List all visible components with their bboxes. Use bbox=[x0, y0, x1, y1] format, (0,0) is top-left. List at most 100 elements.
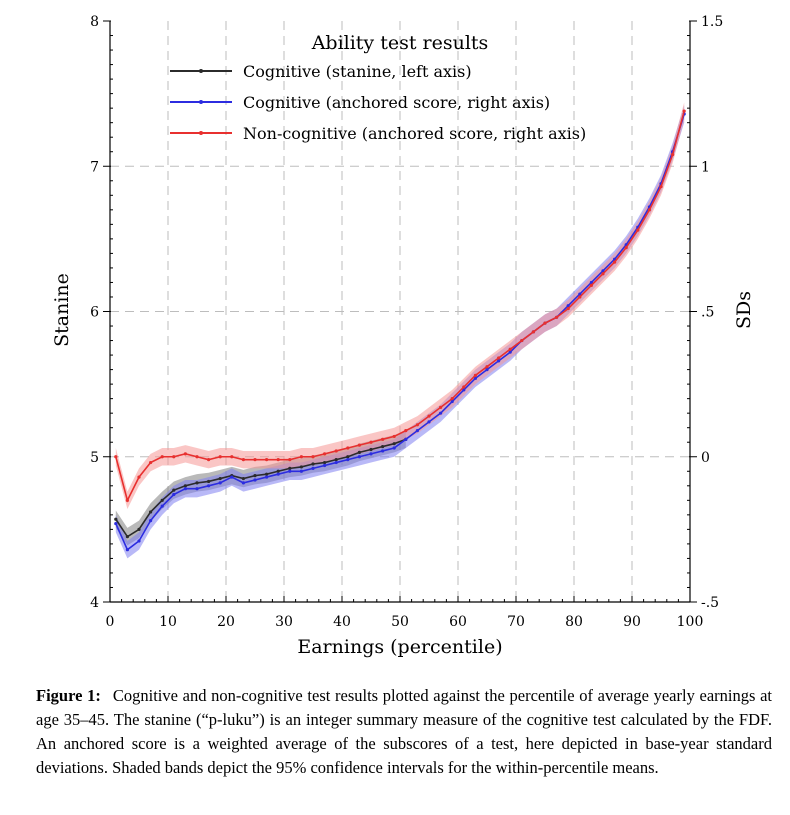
data-point bbox=[415, 423, 419, 427]
data-point bbox=[381, 437, 385, 441]
data-point bbox=[218, 476, 222, 481]
data-point bbox=[195, 455, 199, 459]
data-point bbox=[357, 443, 361, 447]
series-lines bbox=[114, 109, 686, 552]
legend-marker-1 bbox=[199, 100, 203, 104]
series-line-0 bbox=[115, 438, 407, 538]
legend-label-2: Non-cognitive (anchored score, right axi… bbox=[243, 124, 586, 143]
earnings-ability-chart: 0 10 20 30 40 50 60 70 80 90 100 4 5 6 7 8 -.5 0 .5 1 1.5 Ea… bbox=[51, 14, 755, 658]
data-point bbox=[299, 465, 303, 469]
data-point bbox=[601, 269, 605, 273]
legend-marker-2 bbox=[199, 131, 203, 135]
legend-label-0: Cognitive (stanine, left axis) bbox=[243, 62, 472, 81]
data-point bbox=[682, 109, 686, 113]
data-point bbox=[497, 359, 501, 363]
y-tick-label: 5 bbox=[90, 450, 99, 466]
x-tick-label: 90 bbox=[623, 614, 641, 630]
data-point bbox=[566, 306, 570, 311]
data-point bbox=[613, 260, 617, 264]
data-point bbox=[392, 446, 396, 450]
data-point bbox=[172, 455, 176, 459]
data-point bbox=[485, 365, 489, 369]
data-point bbox=[207, 484, 211, 488]
data-point bbox=[253, 478, 257, 482]
y-tick-label: 8 bbox=[90, 14, 99, 30]
data-point bbox=[114, 517, 118, 521]
data-point bbox=[357, 450, 361, 454]
data-point bbox=[404, 429, 408, 433]
data-point bbox=[137, 527, 141, 531]
data-point bbox=[207, 458, 211, 462]
data-point bbox=[346, 455, 350, 459]
data-point bbox=[589, 280, 594, 285]
data-point bbox=[404, 437, 408, 441]
series-line-1 bbox=[115, 113, 685, 551]
data-point bbox=[392, 434, 396, 439]
data-point bbox=[253, 474, 257, 478]
data-point bbox=[323, 452, 327, 456]
legend-label-1: Cognitive (anchored score, right axis) bbox=[243, 93, 550, 112]
data-point bbox=[624, 245, 628, 250]
data-point bbox=[288, 458, 292, 462]
data-point bbox=[415, 429, 419, 433]
data-point bbox=[241, 476, 245, 481]
data-point bbox=[346, 458, 350, 462]
data-point bbox=[647, 208, 652, 212]
x-tick-label: 100 bbox=[677, 614, 704, 630]
data-point bbox=[265, 475, 269, 479]
data-point bbox=[450, 397, 454, 401]
data-point bbox=[149, 460, 153, 465]
axes: 0 10 20 30 40 50 60 70 80 90 100 4 5 6 7 8 -.5 0 .5 1 1.5 bbox=[90, 14, 723, 630]
data-point bbox=[172, 492, 176, 497]
data-point bbox=[276, 472, 280, 476]
data-point bbox=[323, 460, 327, 465]
data-point bbox=[555, 315, 559, 319]
legend-title: Ability test results bbox=[311, 32, 489, 54]
data-point bbox=[265, 458, 269, 462]
data-point bbox=[381, 444, 385, 449]
y2-axis-label: SDs bbox=[733, 291, 755, 329]
data-point bbox=[160, 455, 164, 459]
caption-text: Cognitive and non-cognitive test results… bbox=[36, 686, 772, 777]
figure-caption: Figure 1: Cognitive and non-cognitive tes… bbox=[36, 684, 772, 780]
x-tick-label: 10 bbox=[159, 614, 177, 630]
data-point bbox=[149, 510, 153, 514]
data-point bbox=[149, 519, 153, 523]
data-point bbox=[566, 304, 570, 308]
data-point bbox=[439, 405, 443, 409]
data-point bbox=[346, 446, 350, 450]
data-point bbox=[288, 469, 292, 473]
data-point bbox=[125, 535, 129, 539]
data-point bbox=[578, 295, 582, 299]
x-tick-label: 70 bbox=[507, 614, 525, 630]
data-point bbox=[311, 466, 315, 470]
data-point bbox=[218, 481, 222, 485]
data-point bbox=[427, 414, 431, 418]
x-axis-label: Earnings (percentile) bbox=[297, 636, 502, 658]
data-point bbox=[601, 272, 605, 276]
data-point bbox=[671, 153, 675, 157]
data-point bbox=[276, 469, 280, 473]
data-point bbox=[137, 475, 141, 479]
data-point bbox=[520, 338, 524, 343]
data-point bbox=[137, 539, 141, 543]
data-point bbox=[334, 460, 338, 465]
data-point bbox=[114, 455, 118, 459]
data-point bbox=[207, 479, 211, 484]
x-tick-label: 50 bbox=[391, 614, 409, 630]
data-point bbox=[450, 399, 454, 404]
data-point bbox=[172, 488, 176, 492]
data-point bbox=[125, 498, 129, 502]
data-point bbox=[125, 548, 129, 552]
data-point bbox=[230, 475, 234, 479]
data-point bbox=[439, 411, 443, 415]
data-point bbox=[369, 440, 373, 444]
data-point bbox=[334, 449, 338, 453]
y-tick-label: 7 bbox=[90, 159, 99, 175]
data-point bbox=[485, 368, 489, 372]
data-point bbox=[427, 420, 431, 424]
data-point bbox=[311, 462, 315, 466]
data-point bbox=[473, 376, 477, 380]
y2-tick-label: -.5 bbox=[701, 595, 719, 611]
x-tick-label: 0 bbox=[106, 614, 115, 630]
